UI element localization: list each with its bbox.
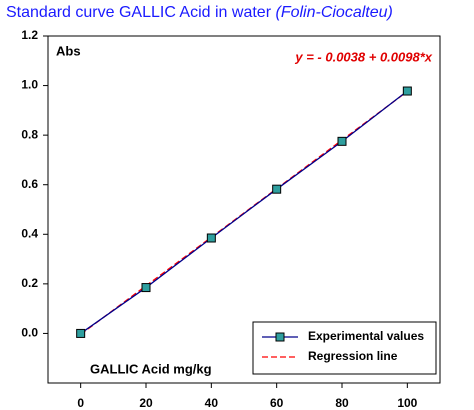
y-tick-label: 0.6 bbox=[21, 177, 38, 191]
data-point bbox=[141, 283, 151, 293]
y-axis-label: Abs bbox=[56, 43, 81, 58]
data-point bbox=[76, 328, 86, 338]
y-tick-label: 0.0 bbox=[21, 326, 38, 340]
x-tick-label: 60 bbox=[270, 396, 284, 410]
legend-marker bbox=[275, 332, 285, 342]
legend-label: Experimental values bbox=[308, 329, 424, 343]
x-axis-label: GALLIC Acid mg/kg bbox=[90, 361, 212, 376]
x-tick-label: 0 bbox=[77, 396, 84, 410]
title-note: (Folin-Ciocalteu) bbox=[275, 4, 392, 21]
chart-title: Standard curve GALLIC Acid in water (Fol… bbox=[6, 4, 393, 21]
series-line bbox=[80, 90, 408, 334]
data-point bbox=[206, 233, 216, 243]
data-point bbox=[272, 184, 282, 194]
y-tick-label: 1.2 bbox=[21, 28, 38, 42]
title-main: Standard curve GALLIC Acid in water bbox=[6, 4, 272, 21]
equation: y = - 0.0038 + 0.0098*x bbox=[294, 49, 432, 64]
y-tick-label: 0.2 bbox=[21, 276, 38, 290]
x-tick-label: 80 bbox=[335, 396, 349, 410]
y-tick-label: 0.4 bbox=[21, 226, 38, 240]
y-tick-label: 0.8 bbox=[21, 127, 38, 141]
y-tick-label: 1.0 bbox=[21, 78, 38, 92]
data-point bbox=[337, 136, 347, 146]
x-tick-label: 100 bbox=[397, 396, 417, 410]
legend-label: Regression line bbox=[308, 349, 398, 363]
legend-box bbox=[252, 321, 437, 375]
x-tick-label: 20 bbox=[139, 396, 153, 410]
data-point bbox=[402, 86, 412, 96]
x-tick-label: 40 bbox=[205, 396, 219, 410]
plot-frame bbox=[47, 35, 441, 384]
